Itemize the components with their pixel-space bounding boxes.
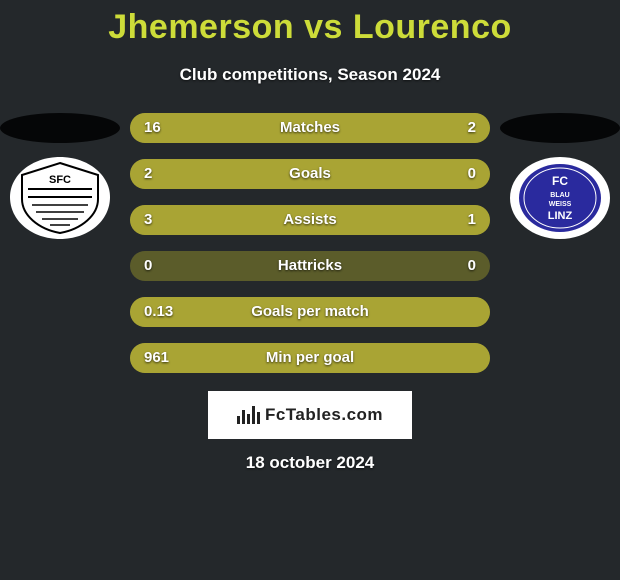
stats-column: 162Matches 20Goals 31Assists 00Hattricks 0.1… [130, 113, 490, 373]
player-silhouette-right [500, 113, 620, 143]
stat-row: 00Hattricks [130, 251, 490, 281]
stat-label: Goals per match [130, 297, 490, 327]
stat-label: Min per goal [130, 343, 490, 373]
stat-row: 162Matches [130, 113, 490, 143]
stat-label: Goals [130, 159, 490, 189]
svg-text:WEISS: WEISS [549, 201, 572, 208]
stat-label: Hattricks [130, 251, 490, 281]
main-row: SFC 162Matches 20Goals 31Assists 00Hattrick… [0, 113, 620, 373]
stat-row: 961Min per goal [130, 343, 490, 373]
stat-row: 0.13Goals per match [130, 297, 490, 327]
subtitle: Club competitions, Season 2024 [0, 65, 620, 85]
club-left-column: SFC [0, 113, 120, 239]
club-right-column: FC BLAU WEISS LINZ [500, 113, 620, 239]
stat-label: Matches [130, 113, 490, 143]
stat-row: 20Goals [130, 159, 490, 189]
stat-row: 31Assists [130, 205, 490, 235]
fctables-icon [237, 406, 259, 424]
svg-text:BLAU: BLAU [550, 192, 569, 199]
branding-text: FcTables.com [265, 405, 383, 425]
svg-text:FC: FC [552, 174, 568, 188]
comparison-infographic: Jhemerson vs Lourenco Club competitions,… [0, 0, 620, 473]
svg-text:SFC: SFC [49, 174, 71, 186]
club-left-logo: SFC [10, 157, 110, 239]
stat-label: Assists [130, 205, 490, 235]
branding-box: FcTables.com [208, 391, 412, 439]
page-title: Jhemerson vs Lourenco [0, 8, 620, 47]
date-label: 18 october 2024 [0, 453, 620, 473]
svg-text:LINZ: LINZ [548, 210, 573, 222]
player-silhouette-left [0, 113, 120, 143]
club-right-logo: FC BLAU WEISS LINZ [510, 157, 610, 239]
